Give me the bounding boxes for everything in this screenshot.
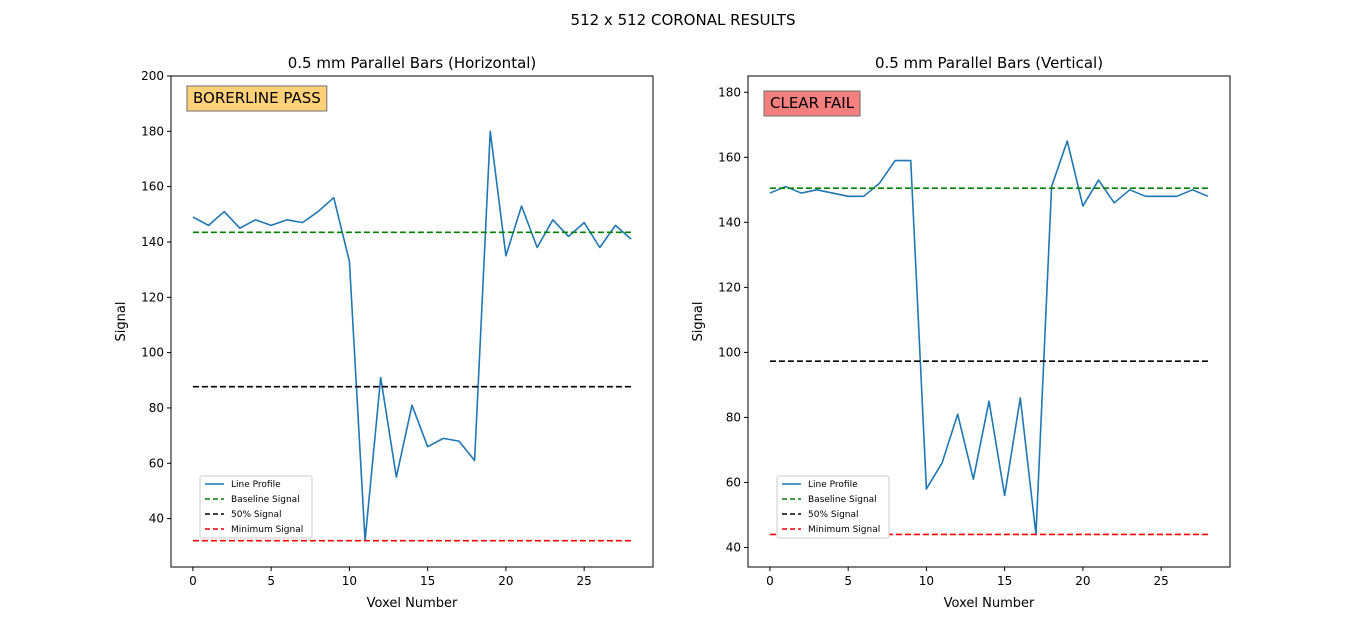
x-tick-label: 20: [498, 574, 513, 588]
y-tick-label: 60: [149, 456, 164, 470]
series-line-line-profile: [769, 140, 1209, 536]
y-tick-label: 140: [141, 235, 164, 249]
y-tick-label: 100: [141, 346, 164, 360]
x-axis-label: Voxel Number: [367, 596, 458, 611]
chart-vertical: 0.5 mm Parallel Bars (Vertical) 0 5 10 15 20 2…: [691, 54, 1231, 611]
status-badge-text: BORERLINE PASS: [193, 89, 321, 107]
chart-horizontal: 0.5 mm Parallel Bars (Horizontal) 0 5 10 15 2…: [114, 54, 654, 611]
x-tick-label: 25: [577, 574, 592, 588]
y-axis-label: Signal: [114, 302, 129, 342]
y-tick-label: 80: [726, 410, 741, 424]
axes-frame: [170, 75, 654, 568]
x-tick-label: 15: [420, 574, 435, 588]
y-tick-label: 60: [726, 475, 741, 489]
x-tick-label: 0: [766, 574, 774, 588]
y-tick-label: 200: [141, 69, 164, 83]
y-axis-label: Signal: [691, 302, 706, 342]
y-tick-label: 100: [718, 345, 741, 359]
figure-title: 512 x 512 CORONAL RESULTS: [571, 11, 796, 29]
legend-label: Minimum Signal: [231, 525, 303, 535]
status-badge: [186, 85, 328, 112]
legend-box: [199, 475, 313, 539]
legend-label: Baseline Signal: [808, 495, 877, 505]
x-tick-label: 5: [844, 574, 852, 588]
y-tick-label: 40: [726, 540, 741, 554]
y-tick-label: 140: [718, 215, 741, 229]
x-tick-label: 10: [919, 574, 934, 588]
y-tick-label: 180: [141, 124, 164, 138]
status-badge-text: CLEAR FAIL: [770, 94, 855, 112]
legend-label: Line Profile: [231, 480, 281, 490]
axes-frame: [747, 75, 1231, 568]
chart-title: 0.5 mm Parallel Bars (Horizontal): [288, 54, 537, 72]
x-tick-label: 20: [1075, 574, 1090, 588]
chart-title: 0.5 mm Parallel Bars (Vertical): [875, 54, 1103, 72]
y-tick-label: 80: [149, 401, 164, 415]
y-tick-label: 120: [718, 280, 741, 294]
x-axis-label: Voxel Number: [944, 596, 1035, 611]
legend-label: 50% Signal: [808, 510, 859, 520]
series-line-line-profile: [192, 130, 632, 542]
x-tick-label: 10: [342, 574, 357, 588]
legend-box: [776, 475, 890, 539]
legend-label: Line Profile: [808, 480, 858, 490]
legend-label: Minimum Signal: [808, 525, 880, 535]
legend-label: 50% Signal: [231, 510, 282, 520]
x-tick-label: 25: [1154, 574, 1169, 588]
x-tick-label: 0: [189, 574, 197, 588]
y-tick-label: 180: [718, 85, 741, 99]
y-tick-label: 120: [141, 290, 164, 304]
legend-label: Baseline Signal: [231, 495, 300, 505]
y-tick-label: 160: [718, 150, 741, 164]
y-tick-label: 40: [149, 512, 164, 526]
status-badge: [763, 90, 861, 117]
x-tick-label: 15: [997, 574, 1012, 588]
x-tick-label: 5: [267, 574, 275, 588]
y-tick-label: 160: [141, 180, 164, 194]
